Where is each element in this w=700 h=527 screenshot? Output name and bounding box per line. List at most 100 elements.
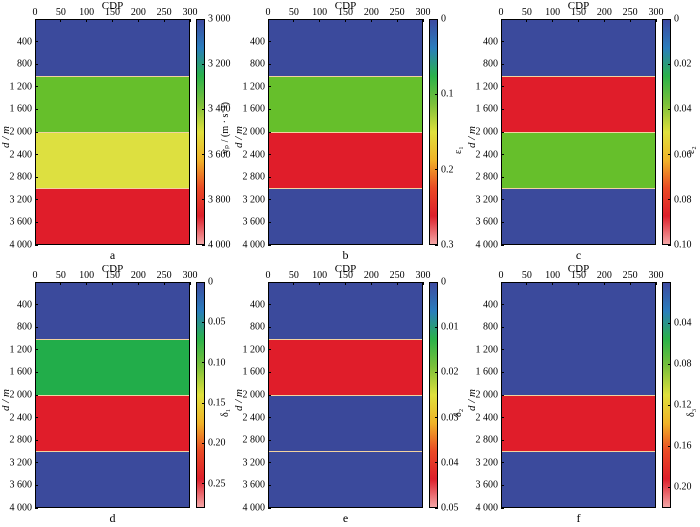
x-tick-mark: [396, 19, 398, 22]
x-tick-mark: [34, 282, 36, 285]
colorbar-tick-mark: [668, 486, 671, 488]
x-tick-mark: [137, 19, 139, 22]
y-tick-label: 1 200: [475, 344, 499, 356]
y-tick-mark: [501, 108, 504, 110]
x-tick-label: 150: [338, 270, 353, 281]
y-tick-mark: [35, 304, 38, 306]
y-tick-label: 3 600: [9, 216, 33, 228]
y-tick-label: 800: [250, 321, 265, 333]
panel-letter: f: [576, 511, 581, 525]
y-tick-label: 3 600: [475, 216, 499, 228]
colorbar-tick-label: 0: [441, 13, 446, 25]
layer-boundary: [502, 187, 655, 189]
y-tick-label: 2 800: [475, 434, 499, 446]
panel-letter: d: [109, 511, 116, 525]
model-layer: [502, 132, 655, 188]
model-layer: [269, 132, 422, 188]
layer-boundary: [269, 394, 422, 396]
x-tick-mark: [267, 19, 269, 22]
y-tick-label: 400: [483, 36, 498, 48]
x-tick-label: 200: [596, 7, 612, 18]
y-tick-mark: [35, 63, 38, 65]
model-plot-area: [501, 19, 656, 245]
y-tick-mark: [501, 507, 504, 509]
layer-boundary: [36, 394, 189, 396]
model-layer: [269, 451, 422, 507]
layer-boundary: [269, 450, 422, 452]
y-tick-label: 2 400: [9, 412, 33, 424]
x-tick-label: 250: [156, 270, 172, 281]
x-tick-mark: [34, 19, 36, 22]
y-tick-label: 2 800: [475, 171, 499, 183]
model-layer: [36, 188, 189, 244]
y-tick-label: 4 000: [242, 239, 266, 251]
y-tick-mark: [268, 63, 271, 65]
panel-d: CDP 0 50 100 150 200 250 300 400 800 1 200 1 600 2 0…: [0, 263, 233, 526]
x-tick-label: 250: [156, 7, 172, 18]
panel-letter: b: [342, 248, 349, 262]
x-tick-label: 0: [32, 7, 38, 18]
x-tick-mark: [319, 282, 321, 285]
y-tick-mark: [501, 371, 504, 373]
x-tick-mark: [422, 19, 424, 22]
y-axis-title: d / m: [233, 389, 245, 411]
y-tick-label: 1 600: [475, 366, 499, 378]
colorbar-title: δ₁: [220, 408, 231, 417]
y-tick-mark: [501, 462, 504, 464]
panel-letter: e: [342, 511, 349, 525]
colorbar: [429, 282, 438, 508]
model-plot-area: [268, 282, 423, 508]
layer-boundary: [502, 131, 655, 133]
y-tick-mark: [501, 439, 504, 441]
x-tick-mark: [319, 19, 321, 22]
colorbar-tick-mark: [668, 154, 671, 156]
colorbar-tick-label: 0.3: [441, 239, 454, 251]
y-tick-mark: [35, 108, 38, 110]
x-tick-mark: [137, 282, 139, 285]
model-layer: [36, 76, 189, 132]
x-tick-label: 250: [622, 270, 638, 281]
model-plot-area: [501, 282, 656, 508]
y-tick-label: 2 000: [242, 389, 266, 401]
y-tick-label: 2 000: [9, 389, 33, 401]
y-tick-mark: [268, 86, 271, 88]
model-plot-area: [35, 282, 190, 508]
y-tick-label: 800: [250, 58, 265, 70]
colorbar-tick-mark: [435, 417, 438, 419]
colorbar-tick-label: 0: [441, 276, 446, 288]
colorbar-title: ε₂: [686, 146, 697, 154]
x-tick-label: 250: [389, 7, 405, 18]
panel-a: CDP 0 50 100 150 200 250 300 400 800 1 200 1 600 2 0…: [0, 0, 233, 263]
colorbar-tick-mark: [202, 244, 205, 246]
y-tick-label: 1 600: [9, 103, 33, 115]
y-tick-label: 1 200: [242, 81, 266, 93]
y-tick-mark: [35, 439, 38, 441]
colorbar-tick-label: 0: [674, 13, 679, 25]
y-tick-label: 2 800: [9, 434, 33, 446]
colorbar-tick-label: 0.15: [208, 397, 226, 409]
colorbar-tick-mark: [435, 169, 438, 171]
colorbar-tick-mark: [202, 281, 205, 283]
x-tick-label: 300: [648, 270, 664, 281]
colorbar-tick-label: 0.08: [674, 194, 692, 206]
y-tick-label: 1 600: [475, 103, 499, 115]
y-tick-mark: [35, 41, 38, 43]
x-tick-mark: [629, 282, 631, 285]
x-tick-mark: [163, 282, 165, 285]
y-tick-label: 3 600: [242, 216, 266, 228]
x-axis-title: CDP: [334, 0, 357, 12]
colorbar-tick-mark: [435, 244, 438, 246]
y-tick-label: 4 000: [475, 239, 499, 251]
colorbar-tick-mark: [668, 404, 671, 406]
x-tick-mark: [500, 19, 502, 22]
model-layer: [269, 339, 422, 395]
y-tick-label: 2 400: [475, 412, 499, 424]
colorbar-tick-label: 0.1: [441, 88, 454, 100]
y-tick-mark: [501, 131, 504, 133]
y-tick-label: 400: [483, 299, 498, 311]
y-tick-mark: [35, 417, 38, 419]
colorbar-tick-label: 0.01: [441, 321, 459, 333]
x-tick-mark: [500, 282, 502, 285]
model-layer: [269, 188, 422, 244]
